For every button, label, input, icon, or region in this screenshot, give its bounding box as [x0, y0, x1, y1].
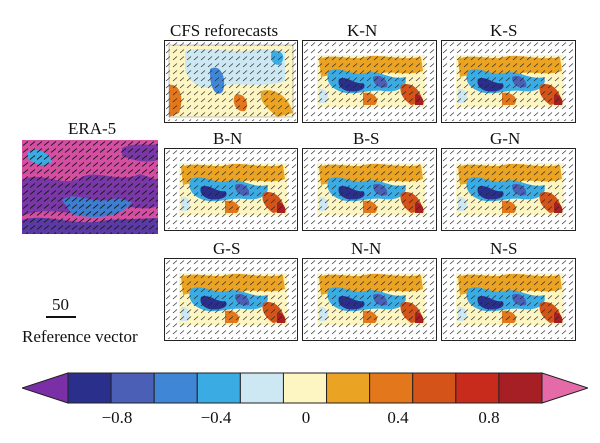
map-panel-b-n: [164, 148, 298, 231]
panel-title-g-s: G-S: [213, 239, 241, 258]
map-panel-n-n: [302, 258, 437, 341]
colorbar: [20, 371, 590, 405]
colorbar-swatch: [498, 372, 543, 404]
colorbar-swatch: [282, 372, 328, 404]
colorbar-over-triangle: [541, 372, 590, 404]
colorbar-tick-label: 0: [301, 408, 311, 427]
era5-title: ERA-5: [68, 119, 117, 138]
panel-title-n-s: N-S: [490, 239, 518, 258]
era5-map: [22, 140, 158, 234]
panel-title-b-s: B-S: [353, 129, 380, 148]
colorbar-tick-label: −0.4: [200, 408, 232, 427]
panel-title-k-n: K-N: [347, 21, 378, 40]
panel-title-k-s: K-S: [490, 21, 518, 40]
colorbar-tick-label: −0.8: [101, 408, 133, 427]
map-panel-cfs: [164, 40, 298, 123]
panel-title-cfs: CFS reforecasts: [170, 21, 279, 40]
colorbar-swatch: [326, 372, 371, 404]
colorbar-swatch: [110, 372, 155, 404]
map-panel-b-s: [302, 148, 437, 231]
panel-title-b-n: B-N: [213, 129, 243, 148]
reference-vector-value: 50: [52, 295, 69, 314]
colorbar-tick-label: 0.8: [478, 408, 500, 427]
map-panel-g-s: [164, 258, 298, 341]
map-panel-k-s: [441, 40, 576, 123]
panel-title-g-n: G-N: [490, 129, 521, 148]
map-panel-g-n: [441, 148, 576, 231]
map-panel-k-n: [302, 40, 437, 123]
colorbar-swatch: [239, 372, 284, 404]
reference-vector-line: [46, 316, 76, 318]
colorbar-swatch: [412, 372, 457, 404]
colorbar-swatch: [369, 372, 414, 404]
colorbar-swatch: [196, 372, 241, 404]
map-panel-n-s: [441, 258, 576, 341]
colorbar-swatch: [153, 372, 198, 404]
colorbar-swatch: [67, 372, 112, 404]
colorbar-tick-label: 0.4: [387, 408, 409, 427]
panel-title-n-n: N-N: [351, 239, 382, 258]
colorbar-swatch: [455, 372, 500, 404]
colorbar-under-triangle: [20, 372, 69, 404]
reference-vector-label: Reference vector: [22, 327, 138, 346]
